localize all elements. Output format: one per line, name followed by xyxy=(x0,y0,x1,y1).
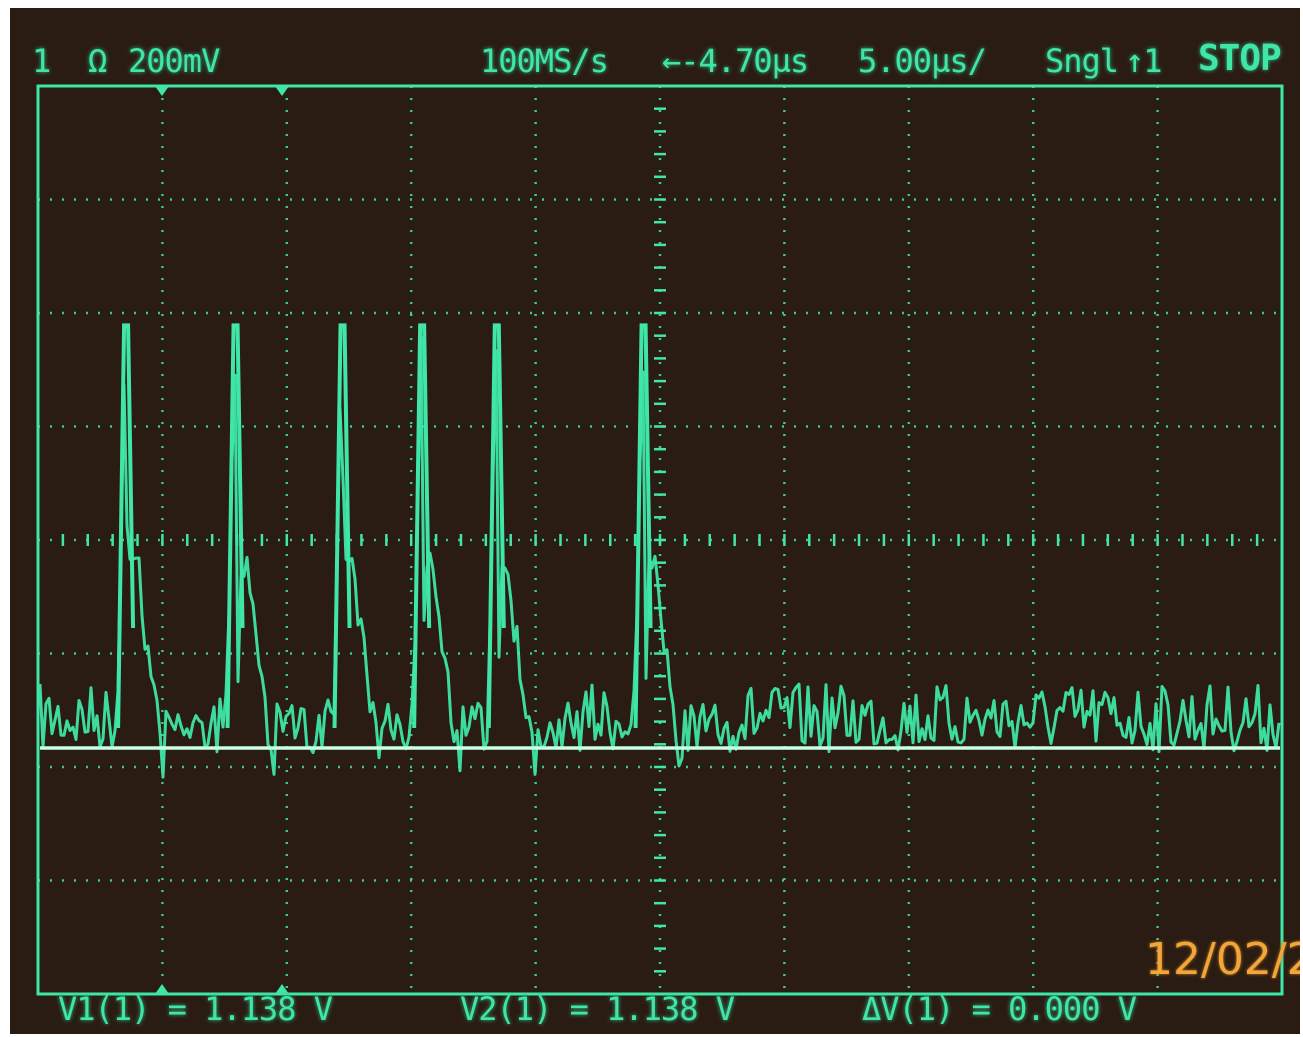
measurement-bar: V1(1) = 1.138 V V2(1) = 1.138 V ΔV(1) = … xyxy=(10,990,1300,1034)
trigger-source: ↑1 xyxy=(1125,42,1163,80)
date-stamp: 12/02/2 xyxy=(1145,934,1300,985)
pulse-peak xyxy=(332,323,352,729)
pulse-peak xyxy=(486,323,506,729)
time-per-div: 5.00µs/ xyxy=(858,42,987,80)
pulse-peak xyxy=(412,323,432,729)
pulse-peak xyxy=(225,323,245,729)
pulse-peak xyxy=(116,323,136,729)
cursor-v1-readout: V1(1) = 1.138 V xyxy=(58,990,333,1028)
pulse-peak xyxy=(633,323,653,729)
channel-number: 1 xyxy=(32,42,51,80)
delay-readout: ←-4.70µs xyxy=(662,42,809,80)
delta-v-readout: ΔV(1) = 0.000 V xyxy=(862,990,1137,1028)
coupling-indicator: Ω xyxy=(88,42,107,80)
scope-display xyxy=(36,84,1284,996)
waveform-trace xyxy=(38,323,1281,779)
sample-rate: 100MS/s xyxy=(480,42,609,80)
oscilloscope-screen: 1 Ω 200mV 100MS/s ←-4.70µs 5.00µs/ Sngl … xyxy=(10,8,1300,1034)
cursor-markers xyxy=(155,86,289,994)
trigger-mode: Sngl xyxy=(1045,42,1119,80)
graticule xyxy=(36,84,1284,996)
cursor-marker-top xyxy=(155,86,169,96)
run-state-badge: STOP xyxy=(1198,38,1282,79)
cursor-marker-bottom xyxy=(155,984,169,994)
signal-trace xyxy=(38,335,1281,779)
volts-per-div: 200mV xyxy=(128,42,220,80)
cursor-marker-bottom xyxy=(275,984,289,994)
cursor-marker-top xyxy=(275,86,289,96)
status-bar: 1 Ω 200mV 100MS/s ←-4.70µs 5.00µs/ Sngl … xyxy=(10,8,1300,88)
cursor-v2-readout: V2(1) = 1.138 V xyxy=(460,990,735,1028)
